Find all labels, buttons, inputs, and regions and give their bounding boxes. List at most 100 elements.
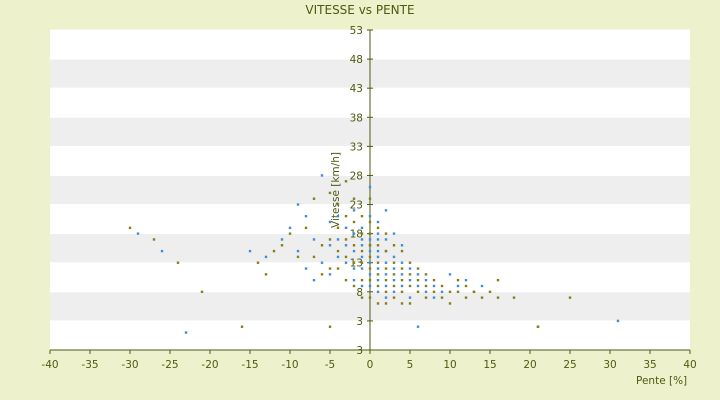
data-point <box>336 203 340 206</box>
data-point <box>320 244 324 247</box>
x-tick-label: 20 <box>523 359 536 371</box>
y-tick-label: 8 <box>356 287 363 299</box>
data-point <box>408 261 412 264</box>
data-point <box>368 185 372 189</box>
data-point <box>160 249 164 253</box>
data-point <box>456 278 460 282</box>
y-tick-label: 33 <box>350 141 363 153</box>
data-point <box>328 273 332 276</box>
data-point <box>400 249 404 253</box>
x-tick-label: 35 <box>643 359 656 371</box>
data-point <box>304 267 308 270</box>
data-point <box>408 273 412 276</box>
data-point <box>368 267 372 270</box>
data-point <box>352 197 356 200</box>
data-point <box>424 273 428 276</box>
data-point <box>456 284 460 288</box>
data-point <box>344 244 348 247</box>
data-point <box>248 249 252 253</box>
data-point <box>312 255 316 259</box>
data-point <box>488 290 492 294</box>
data-point <box>360 238 364 241</box>
data-point <box>376 249 380 253</box>
data-point <box>416 325 420 328</box>
x-tick-label: -15 <box>241 359 258 371</box>
data-point <box>384 302 388 305</box>
data-point <box>312 197 316 200</box>
data-point <box>392 290 396 294</box>
data-point <box>472 290 476 294</box>
y-axis-label: Vitesse [km/h] <box>330 152 342 228</box>
data-point <box>368 284 372 288</box>
data-point <box>152 238 156 241</box>
data-point <box>240 325 244 328</box>
x-tick-label: 10 <box>443 359 456 371</box>
data-point <box>352 209 356 212</box>
data-point <box>448 302 452 305</box>
data-point <box>384 261 388 264</box>
data-point <box>320 273 324 276</box>
data-point <box>320 261 324 264</box>
data-point <box>376 290 380 294</box>
data-point <box>408 278 412 282</box>
data-point <box>352 261 356 264</box>
data-point <box>400 290 404 294</box>
data-point <box>368 261 372 264</box>
x-tick-label: -35 <box>81 359 98 371</box>
data-point <box>352 278 356 282</box>
data-point <box>344 238 348 241</box>
y-tick-label: 38 <box>350 112 363 124</box>
data-point <box>264 255 268 259</box>
data-point <box>392 273 396 276</box>
x-tick-label: -20 <box>201 359 218 371</box>
data-point <box>352 284 356 288</box>
data-point <box>424 296 428 299</box>
data-point <box>360 244 364 247</box>
data-point <box>272 249 276 253</box>
x-tick-label: 40 <box>683 359 696 371</box>
data-point <box>448 273 452 276</box>
y-tick-label: 18 <box>350 229 363 241</box>
data-point <box>360 261 364 264</box>
data-point <box>360 284 364 288</box>
x-tick-label: 25 <box>563 359 576 371</box>
data-point <box>368 278 372 282</box>
data-point <box>376 302 380 305</box>
y-tick-label: 43 <box>350 83 363 95</box>
data-point <box>416 290 420 294</box>
data-point <box>320 174 324 177</box>
data-point <box>312 278 316 282</box>
data-point <box>304 214 308 218</box>
data-point <box>352 232 356 235</box>
data-point <box>368 214 372 218</box>
data-point <box>296 249 300 253</box>
data-point <box>512 296 516 299</box>
x-tick-label: -40 <box>41 359 58 371</box>
data-point <box>384 267 388 270</box>
y-tick-label: 3 <box>356 345 363 357</box>
x-axis-label: Pente [%] <box>636 375 687 387</box>
data-point <box>408 267 412 270</box>
data-point <box>400 278 404 282</box>
data-point <box>384 273 388 276</box>
data-point <box>440 290 444 294</box>
data-point <box>328 325 332 328</box>
data-point <box>392 232 396 235</box>
y-tick-label: 48 <box>350 54 363 66</box>
data-point <box>376 267 380 270</box>
data-point <box>352 249 356 253</box>
x-tick-label: -5 <box>325 359 335 371</box>
data-points <box>128 174 620 334</box>
data-point <box>376 284 380 288</box>
data-point <box>328 238 332 241</box>
data-point <box>384 209 388 212</box>
data-point <box>392 267 396 270</box>
data-point <box>136 232 140 235</box>
data-point <box>536 325 540 328</box>
data-point <box>416 284 420 288</box>
data-point <box>296 203 300 206</box>
data-point <box>280 244 284 247</box>
data-point <box>384 232 388 235</box>
data-point <box>416 267 420 270</box>
data-point <box>464 284 468 288</box>
